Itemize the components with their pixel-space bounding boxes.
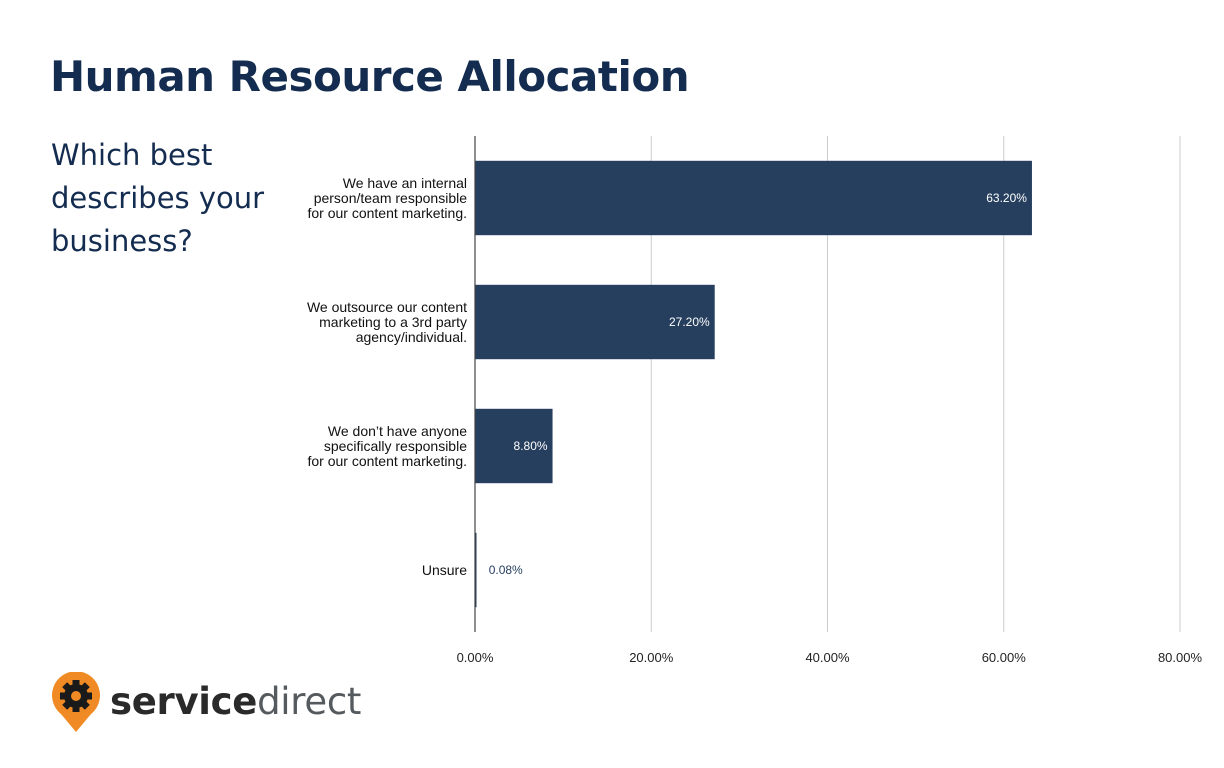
category-label: specifically responsible (324, 438, 467, 454)
bar (475, 408, 553, 484)
category-label: for our content marketing. (307, 205, 467, 221)
service-direct-logo: servicedirect (50, 671, 361, 734)
data-label: 63.20% (986, 191, 1027, 205)
bar (475, 532, 477, 608)
category-label: for our content marketing. (307, 453, 467, 469)
x-tick-label: 60.00% (982, 650, 1027, 665)
category-label: We have an internal (343, 175, 467, 191)
bar-chart: 0.00% 20.00% 40.00% 60.00% 80.00% 63.20% We ha… (307, 136, 1203, 665)
page-title: Human Resource Allocation (50, 52, 690, 101)
category-label: agency/individual. (356, 329, 467, 345)
data-label: 27.20% (669, 315, 710, 329)
category-label: We don’t have anyone (328, 423, 467, 439)
data-label: 8.80% (514, 439, 548, 453)
category-label: We outsource our content (307, 299, 467, 315)
x-tick-label: 0.00% (457, 650, 494, 665)
x-tick-label: 20.00% (629, 650, 674, 665)
brand-name-light: direct (257, 680, 362, 723)
bar (475, 160, 1032, 236)
x-tick-label: 80.00% (1158, 650, 1203, 665)
category-label: person/team responsible (314, 190, 468, 206)
chart-question: Which best describes your business? (51, 138, 265, 258)
data-label: 0.08% (489, 563, 523, 577)
brand-wordmark: servicedirect (110, 680, 361, 723)
brand-name-bold: service (110, 680, 258, 723)
category-label: Unsure (422, 562, 467, 578)
bar (475, 284, 715, 360)
category-label: marketing to a 3rd party (319, 314, 467, 330)
x-tick-label: 40.00% (805, 650, 850, 665)
gear-pin-icon (52, 671, 100, 732)
